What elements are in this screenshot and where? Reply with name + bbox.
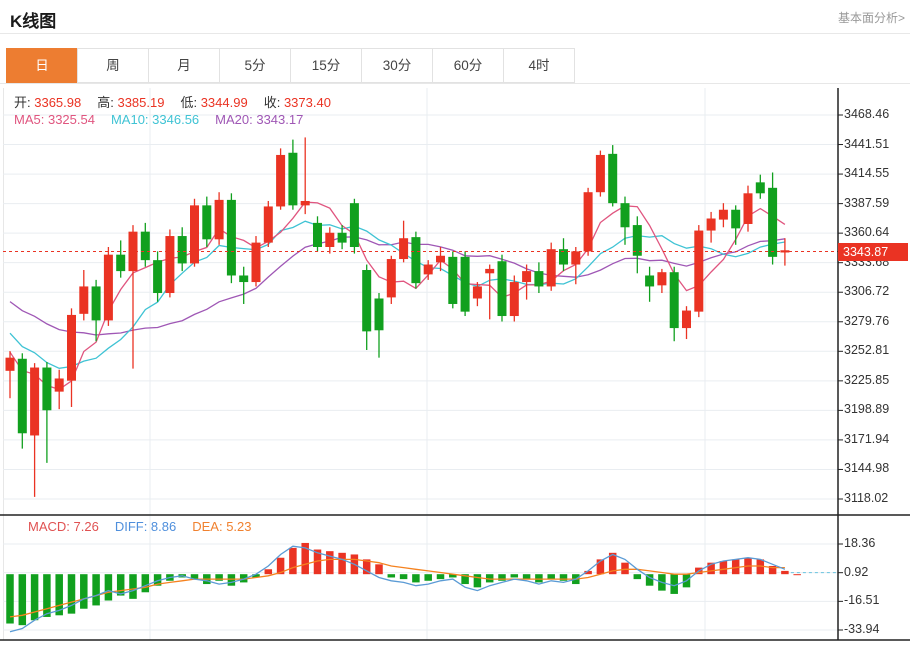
price-tick-label: 3279.76 [844, 313, 890, 328]
macd-tick-label: 18.36 [844, 536, 876, 550]
ohlc-open: 开: 3365.98 [14, 95, 82, 110]
ohlc-legend: 开: 3365.98 高: 3385.19 低: 3344.99 收: 3373.40 [14, 92, 331, 111]
chart-left-border [3, 88, 4, 640]
ma20-legend: MA20: 3343.17 [215, 112, 304, 127]
dea-value: DEA: 5.23 [192, 519, 252, 534]
tab-5min[interactable]: 5分 [219, 48, 291, 83]
macd-tick-label: -16.51 [844, 593, 880, 608]
ohlc-low: 低: 3344.99 [180, 95, 248, 110]
tab-monthly[interactable]: 月 [148, 48, 220, 83]
fundamental-analysis-link[interactable]: 基本面分析> [837, 11, 905, 25]
ma5-legend: MA5: 3325.54 [14, 112, 95, 127]
ohlc-high: 高: 3385.19 [97, 95, 165, 110]
tab-weekly[interactable]: 周 [77, 48, 149, 83]
tab-baseline [0, 83, 910, 84]
macd-tick-label: 0.92 [844, 564, 869, 579]
price-tick-label: 3306.72 [844, 284, 890, 299]
price-tick-label: 3144.98 [844, 461, 890, 476]
price-tick-label: 3441.51 [844, 136, 890, 151]
interval-tab-bar: 日周月 5分 15分 30分 60分 4时 [6, 48, 575, 83]
price-tick-label: 3387.59 [844, 195, 890, 210]
price-tick-label: 3468.46 [844, 107, 890, 121]
page-title: K线图 [10, 12, 57, 31]
price-tick-label: 3171.94 [844, 431, 890, 446]
tab-60min[interactable]: 60分 [432, 48, 504, 83]
tab-30min[interactable]: 30分 [361, 48, 433, 83]
current-price-tag: 3343.87 [838, 242, 908, 261]
price-tick-label: 3252.81 [844, 343, 890, 358]
macd-legend: MACD: 7.26 DIFF: 8.86 DEA: 5.23 [28, 519, 252, 534]
tab-daily[interactable]: 日 [6, 48, 78, 83]
price-tick-label: 3360.64 [844, 225, 890, 240]
macd-tick-label: -33.94 [844, 622, 880, 636]
tab-15min[interactable]: 15分 [290, 48, 362, 83]
diff-value: DIFF: 8.86 [114, 519, 177, 534]
price-tick-label: 3198.89 [844, 402, 890, 417]
ohlc-close: 收: 3373.40 [263, 95, 331, 110]
price-tick-label: 3414.55 [844, 166, 890, 181]
header-divider [0, 33, 910, 34]
price-tick-label: 3225.85 [844, 372, 890, 387]
macd-value: MACD: 7.26 [28, 519, 99, 534]
price-tick-label: 3118.02 [844, 491, 889, 505]
ma10-legend: MA10: 3346.56 [110, 112, 200, 127]
ma-legend: MA5: 3325.54 MA10: 3346.56 MA20: 3343.17 [14, 112, 303, 127]
tab-4hour[interactable]: 4时 [503, 48, 575, 83]
